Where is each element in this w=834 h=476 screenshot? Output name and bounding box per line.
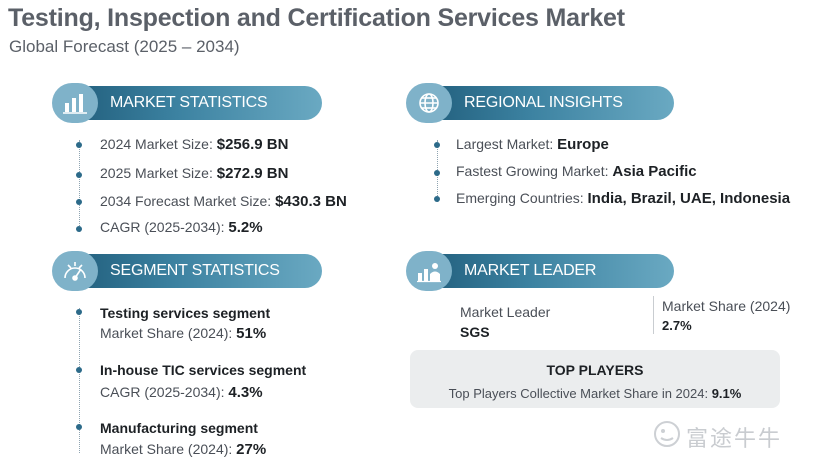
segment-statistics-heading: SEGMENT STATISTICS [110, 262, 280, 279]
timeline-dot [76, 226, 82, 232]
timeline-dot [76, 424, 82, 430]
gauge-icon [52, 251, 98, 291]
region-row: Largest Market: Europe [456, 136, 609, 153]
divider [653, 296, 654, 334]
market-statistics-heading: MARKET STATISTICS [110, 94, 268, 111]
top-players-box [410, 350, 780, 408]
segment-row: Market Share (2024): 51% [100, 325, 267, 342]
globe-icon [406, 83, 452, 123]
stat-row: 2025 Market Size: $272.9 BN [100, 165, 289, 182]
chart-icon [52, 83, 98, 123]
regional-insights-heading: REGIONAL INSIGHTS [464, 94, 623, 111]
timeline-dot [434, 196, 440, 202]
timeline-dot [434, 170, 440, 176]
leader-label: Market Leader [460, 304, 551, 320]
timeline-dot [76, 142, 82, 148]
market-statistics-header: MARKET STATISTICS [58, 86, 322, 120]
futu-logo-icon [652, 420, 682, 453]
share-value: 2.7% [662, 318, 692, 333]
stat-row: 2024 Market Size: $256.9 BN [100, 136, 289, 153]
segment-row: Market Share (2024): 27% [100, 441, 267, 458]
top-players-title: TOP PLAYERS [546, 362, 644, 378]
leader-value: SGS [460, 324, 490, 340]
timeline-dot [76, 199, 82, 205]
segment-name: In-house TIC services segment [100, 362, 307, 378]
leader-chart-icon [406, 251, 452, 291]
market-leader-header: MARKET LEADER [412, 254, 674, 288]
region-row: Fastest Growing Market: Asia Pacific [456, 163, 697, 180]
segment-name: Manufacturing segment [100, 420, 258, 436]
timeline-line [79, 140, 80, 232]
region-row: Emerging Countries: India, Brazil, UAE, … [456, 190, 791, 207]
segment-name: Testing services segment [100, 305, 271, 321]
timeline-dot [76, 309, 82, 315]
page-title: Testing, Inspection and Certification Se… [8, 4, 625, 32]
page-subtitle: Global Forecast (2025 – 2034) [9, 37, 240, 56]
market-leader-heading: MARKET LEADER [464, 262, 597, 279]
watermark-text: 富途牛牛 [686, 426, 783, 451]
top-players-share: Top Players Collective Market Share in 2… [448, 386, 742, 401]
segment-row: CAGR (2025-2034): 4.3% [100, 384, 263, 401]
stat-row: 2034 Forecast Market Size: $430.3 BN [100, 193, 347, 210]
timeline-dot [434, 142, 440, 148]
regional-insights-header: REGIONAL INSIGHTS [412, 86, 674, 120]
timeline-dot [76, 367, 82, 373]
timeline-line [79, 308, 80, 453]
segment-statistics-header: SEGMENT STATISTICS [58, 254, 322, 288]
stat-row: CAGR (2025-2034): 5.2% [100, 219, 263, 236]
timeline-dot [76, 172, 82, 178]
share-label: Market Share (2024) [662, 298, 791, 314]
